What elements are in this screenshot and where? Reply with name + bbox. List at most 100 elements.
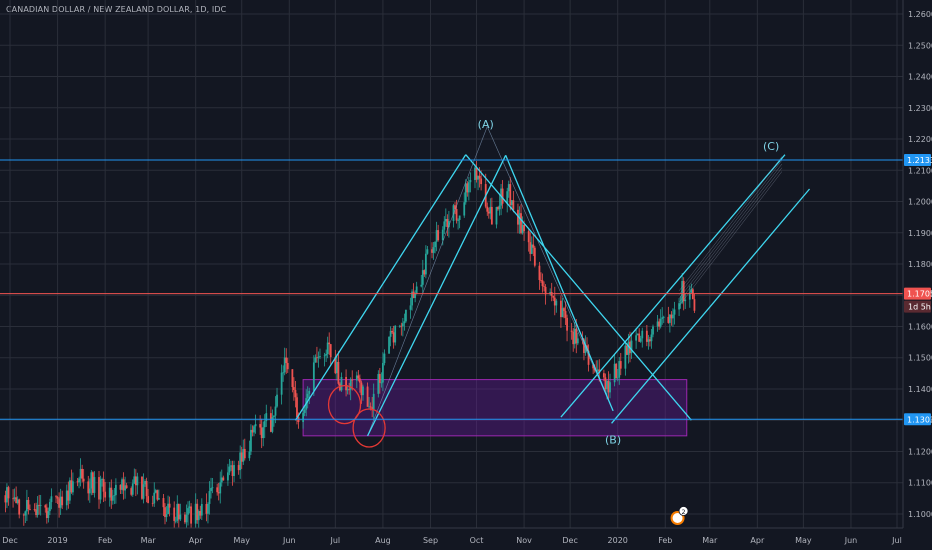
candle-down — [56, 497, 59, 499]
channel-line[interactable] — [505, 155, 614, 412]
candle-down — [29, 509, 31, 510]
candle-up — [274, 406, 277, 416]
candle-down — [538, 265, 541, 281]
wave-label[interactable]: (C) — [763, 140, 779, 153]
time-axis[interactable]: Dec 2019 Feb Mar Apr May Jun Jul Aug Sep Oct Nov Dec… — [0, 506, 932, 550]
candle-up — [635, 335, 638, 341]
trend-line-thin[interactable] — [367, 126, 488, 436]
candle-down — [199, 511, 202, 516]
channel-line[interactable] — [465, 154, 692, 421]
price-tick-label: 1.1900 — [908, 229, 932, 238]
candle-down — [487, 211, 490, 214]
candle-up — [323, 355, 326, 357]
projection-hatch — [678, 160, 783, 295]
candle-down — [423, 270, 426, 275]
wave-label[interactable]: (A) — [478, 118, 494, 131]
candle-up — [36, 504, 39, 516]
candle-up — [426, 249, 429, 254]
candle-up — [340, 376, 343, 391]
candle-down — [351, 379, 354, 381]
candle-up — [265, 413, 268, 422]
horizontal-lines[interactable] — [0, 159, 903, 420]
candle-down — [638, 333, 641, 342]
candle-down — [602, 373, 605, 378]
candle-down — [512, 200, 515, 210]
price-axis[interactable]: 1.2600 1.2500 1.2400 1.2300 1.2200 1.2100 1.20… — [902, 0, 932, 550]
candle-down — [33, 509, 36, 510]
candle-down — [316, 357, 318, 359]
candle-down — [243, 448, 246, 459]
price-tick-label: 1.2000 — [908, 198, 932, 207]
candle-up — [208, 491, 211, 504]
candle-down — [541, 280, 544, 287]
circle-marker[interactable] — [327, 384, 362, 425]
price-tick-label: 1.2500 — [908, 41, 932, 50]
candle-down — [358, 378, 361, 383]
price-tick-label: 1.1500 — [908, 354, 932, 363]
candle-down — [478, 175, 481, 179]
candle-up — [326, 342, 329, 355]
candle-up — [606, 380, 608, 390]
candle-up — [306, 393, 309, 399]
candle-up — [398, 325, 401, 327]
candle-down — [38, 504, 41, 506]
candle-up — [233, 465, 235, 477]
candle-down — [285, 357, 288, 363]
candle-up — [656, 321, 659, 327]
candle-up — [458, 215, 461, 220]
candle-up — [24, 511, 27, 516]
candle-up — [133, 476, 136, 484]
candle-up — [372, 393, 375, 411]
candle-up — [194, 503, 197, 524]
candle-up — [530, 244, 533, 254]
candle-down — [691, 289, 694, 300]
candle-down — [670, 314, 673, 319]
price-tick-label: 1.1600 — [908, 322, 932, 331]
price-tag[interactable] — [904, 153, 931, 166]
projection-hatch — [678, 171, 783, 307]
price-tick-label: 1.2200 — [908, 135, 932, 144]
candle-up — [463, 202, 466, 216]
candle-down — [523, 224, 525, 232]
candle-down — [259, 424, 262, 428]
trend-line-thin[interactable] — [486, 126, 614, 411]
candle-down — [649, 339, 651, 342]
time-tick-label: May — [233, 536, 250, 545]
candle-up — [230, 465, 232, 467]
candle-down — [18, 499, 21, 515]
candle-up — [312, 362, 315, 391]
candle-down — [392, 332, 395, 343]
candle-down — [151, 502, 154, 504]
candle-up — [248, 451, 251, 459]
candle-down — [575, 328, 578, 344]
candle-up — [690, 289, 693, 293]
drawings[interactable]: (A) (B) (C) — [294, 118, 811, 448]
candle-down — [626, 345, 628, 355]
candle-up — [303, 409, 306, 413]
candle-down — [205, 503, 208, 514]
candle-up — [250, 429, 252, 452]
channel-line[interactable] — [560, 154, 786, 418]
candle-up — [518, 213, 521, 225]
time-tick-label: Oct — [470, 536, 484, 545]
wave-label[interactable]: (B) — [605, 434, 621, 447]
candle-down — [147, 496, 150, 503]
candle-up — [346, 389, 349, 391]
event-badge-count: 2 — [681, 508, 685, 516]
channel-line[interactable] — [611, 188, 811, 424]
price-tag[interactable] — [904, 413, 931, 426]
channel-line[interactable] — [366, 154, 507, 437]
candle-up — [447, 220, 450, 228]
candle-down — [553, 297, 556, 306]
price-tag[interactable] — [904, 287, 931, 300]
channel-line[interactable] — [294, 154, 467, 421]
candle-down — [329, 344, 332, 358]
candle-up — [39, 505, 42, 507]
time-tick-label: Aug — [375, 536, 391, 545]
candle-up — [111, 495, 114, 501]
candle-down — [682, 280, 685, 302]
candle-up — [283, 357, 286, 373]
circle-marker[interactable] — [352, 408, 386, 448]
candle-up — [561, 308, 564, 318]
